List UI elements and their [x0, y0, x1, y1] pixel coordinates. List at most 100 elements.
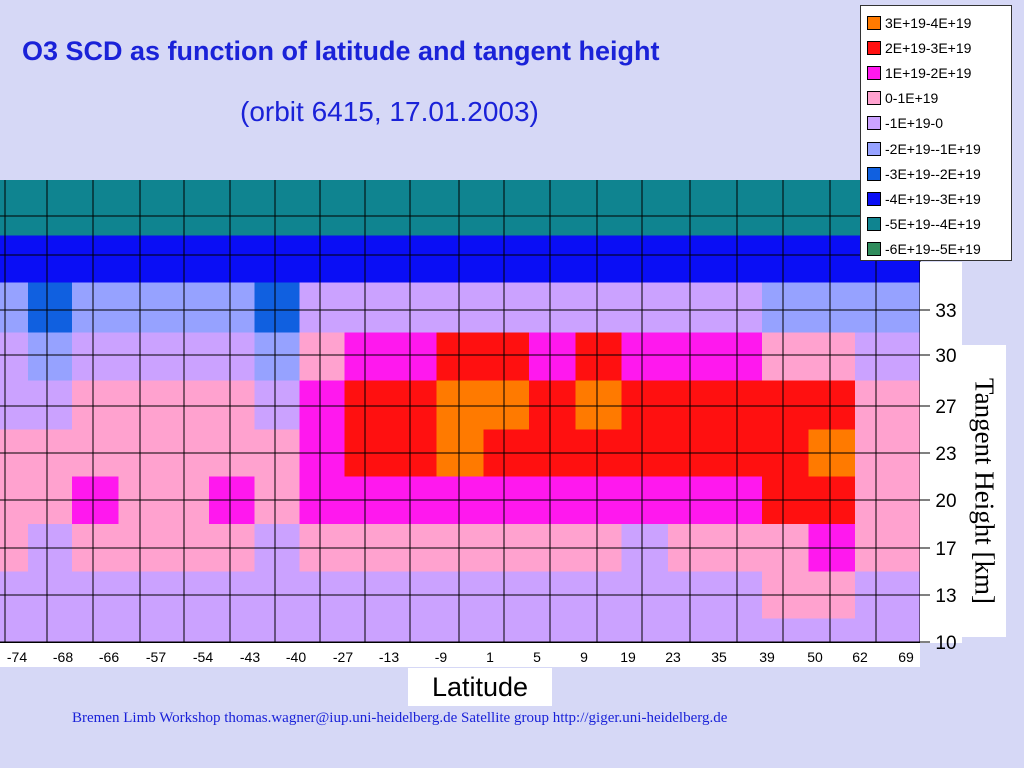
legend-swatch — [867, 116, 881, 131]
legend-label: 3E+19-4E+19 — [885, 14, 972, 31]
contour-cell — [209, 618, 255, 643]
legend-item: 1E+19-2E+19 — [867, 60, 1005, 85]
contour-cell — [855, 380, 920, 430]
legend-swatch — [867, 191, 881, 206]
contour-cell — [164, 332, 209, 381]
contour-cell — [118, 282, 164, 333]
contour-cell — [72, 380, 119, 430]
legend-label: -2E+19--1E+19 — [885, 140, 981, 157]
contour-cell — [621, 282, 668, 333]
contour-cell — [28, 332, 72, 381]
y-axis-label-box: Tangent Height [km] — [962, 345, 1006, 637]
contour-cell — [715, 282, 762, 333]
x-tick-label: 5 — [533, 649, 541, 665]
contour-cell — [436, 380, 484, 430]
contour-cell — [344, 282, 390, 333]
contour-cell — [668, 235, 716, 283]
contour-cell — [621, 180, 668, 236]
x-tick-label: -43 — [240, 649, 260, 665]
y-tick-label: 20 — [935, 491, 956, 512]
contour-cell — [72, 332, 119, 381]
contour-cell — [344, 380, 390, 430]
x-tick-label: 50 — [807, 649, 823, 665]
contour-cell — [164, 180, 209, 236]
contour-cell — [715, 235, 762, 283]
legend-item: 0-1E+19 — [867, 86, 1005, 111]
contour-cell — [254, 380, 300, 430]
slide-subtitle: (orbit 6415, 17.01.2003) — [240, 96, 539, 127]
contour-cell — [575, 618, 622, 643]
contour-cell — [0, 332, 28, 381]
contour-cell — [28, 282, 72, 333]
x-tick-label: 62 — [852, 649, 868, 665]
contour-cell — [254, 180, 300, 236]
contour-cell — [762, 282, 809, 333]
x-tick-label: -54 — [193, 649, 213, 665]
contour-cell — [575, 235, 622, 283]
contour-cell — [254, 332, 300, 381]
contour-cell — [118, 618, 164, 643]
contour-cell — [808, 282, 855, 333]
contour-cell — [575, 180, 622, 236]
x-tick-label: 69 — [898, 649, 914, 665]
contour-cell — [483, 180, 529, 236]
slide-footer: Bremen Limb Workshop thomas.wagner@iup.u… — [72, 710, 728, 726]
contour-cell — [344, 235, 390, 283]
legend-item: -4E+19--3E+19 — [867, 186, 1005, 211]
contour-cell — [389, 380, 437, 430]
x-tick-label: -40 — [286, 649, 306, 665]
legend-label: 2E+19-3E+19 — [885, 39, 972, 56]
contour-cell — [28, 180, 72, 236]
slide-title: O3 SCD as function of latitude and tange… — [22, 36, 660, 66]
contour-cell — [72, 180, 119, 236]
contour-cell — [715, 618, 762, 643]
contour-cell — [389, 180, 437, 236]
contour-cell — [299, 180, 345, 236]
contour-cell — [575, 282, 622, 333]
legend-swatch — [867, 91, 881, 106]
contour-cell — [621, 235, 668, 283]
contour-cell — [389, 282, 437, 333]
contour-cell — [483, 282, 529, 333]
contour-cell — [762, 380, 809, 430]
contour-cell — [0, 380, 28, 430]
legend-item: 3E+19-4E+19 — [867, 10, 1005, 35]
x-tick-label: 35 — [711, 649, 727, 665]
legend-swatch — [867, 40, 881, 55]
legend-label: -1E+19-0 — [885, 115, 943, 132]
contour-cell — [164, 380, 209, 430]
contour-cell — [209, 180, 255, 236]
contour-cell — [668, 332, 716, 381]
y-tick-label: 10 — [935, 633, 956, 654]
contour-cell — [254, 235, 300, 283]
contour-cell — [299, 332, 345, 381]
x-tick-label: 1 — [486, 649, 494, 665]
contour-cell — [529, 282, 576, 333]
legend-swatch — [867, 242, 881, 257]
y-tick-label: 27 — [935, 397, 956, 418]
x-tick-label: 19 — [620, 649, 636, 665]
x-tick-label: -68 — [53, 649, 73, 665]
legend-label: 0-1E+19 — [885, 90, 939, 107]
contour-cell — [668, 380, 716, 430]
x-tick-label: 23 — [665, 649, 681, 665]
contour-cell — [254, 618, 300, 643]
contour-cell — [209, 282, 255, 333]
x-axis-label: Latitude — [408, 668, 552, 706]
contour-cell — [762, 180, 809, 236]
contour-cell — [0, 282, 28, 333]
contour-cell — [575, 332, 622, 381]
contour-cell — [299, 618, 345, 643]
contour-cell — [389, 618, 437, 643]
contour-cell — [0, 618, 28, 643]
contour-cell — [209, 380, 255, 430]
legend-label: 1E+19-2E+19 — [885, 64, 972, 81]
legend-swatch — [867, 65, 881, 80]
contour-cell — [28, 380, 72, 430]
contour-cell — [436, 235, 484, 283]
legend-item: -6E+19--5E+19 — [867, 237, 1005, 262]
x-tick-label: -9 — [435, 649, 448, 665]
x-label-strip — [0, 643, 920, 667]
x-tick-label: 9 — [580, 649, 588, 665]
